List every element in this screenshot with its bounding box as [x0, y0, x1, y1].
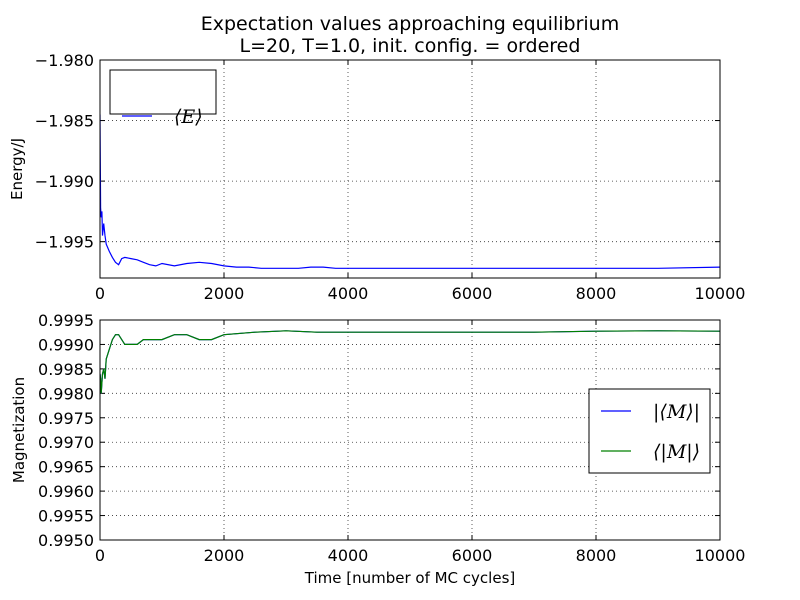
y-tick-label: −1.980 — [35, 51, 94, 70]
y-tick-label: 0.9985 — [38, 360, 94, 379]
x-tick-label: 4000 — [328, 546, 369, 565]
x-tick-label: 2000 — [204, 546, 245, 565]
x-tick-label: 8000 — [576, 284, 617, 303]
legend-label-0: |⟨M⟩| — [653, 401, 700, 423]
y-tick-label: 0.9975 — [38, 409, 94, 428]
x-tick-label: 8000 — [576, 546, 617, 565]
series-line-1 — [100, 330, 720, 394]
y-tick-label: 0.9960 — [38, 482, 94, 501]
legend-label-1: ⟨|M|⟩ — [653, 441, 700, 463]
x-tick-label: 6000 — [452, 284, 493, 303]
y-tick-label: 0.9950 — [38, 531, 94, 550]
x-tick-label: 0 — [95, 284, 105, 303]
y-tick-label: 0.9965 — [38, 458, 94, 477]
series-line-0 — [100, 330, 720, 394]
chart-title-line1: Expectation values approaching equilibri… — [201, 13, 619, 35]
y-tick-label: 0.9990 — [38, 335, 94, 354]
axes-frame — [99, 319, 721, 541]
y-tick-label: −1.995 — [35, 233, 94, 252]
y-axis-label: Energy/J — [8, 138, 26, 200]
legend-box — [588, 388, 711, 474]
legend: ⟨E⟩ — [109, 69, 217, 128]
x-tick-label: 10000 — [695, 546, 746, 565]
x-axis-label: Time [number of MC cycles] — [304, 569, 515, 587]
series-line-0 — [100, 114, 720, 269]
x-tick-label: 2000 — [204, 284, 245, 303]
y-tick-label: 0.9995 — [38, 311, 94, 330]
y-tick-label: 0.9955 — [38, 507, 94, 526]
x-tick-label: 4000 — [328, 284, 369, 303]
y-tick-label: 0.9980 — [38, 384, 94, 403]
axes-frame — [99, 59, 721, 279]
magnetization-panel: 0 2000 4000 6000 8000 10000 0.9995 0.9990 0.9985… — [10, 311, 745, 587]
chart-title-line2: L=20, T=1.0, init. config. = ordered — [240, 35, 581, 57]
x-tick-label: 6000 — [452, 546, 493, 565]
legend-label-0: ⟨E⟩ — [174, 106, 203, 128]
x-tick-label: 0 — [95, 546, 105, 565]
legend: |⟨M⟩| ⟨|M|⟩ — [588, 388, 711, 474]
y-axis-label: Magnetization — [10, 377, 28, 483]
y-tick-label: −1.990 — [35, 172, 94, 191]
y-tick-label: −1.985 — [35, 112, 94, 131]
legend-box — [109, 69, 217, 115]
energy-panel: 0 2000 4000 6000 8000 10000 −1.980 −1.985 −1.990… — [8, 51, 745, 303]
y-tick-label: 0.9970 — [38, 433, 94, 452]
x-tick-label: 10000 — [695, 284, 746, 303]
